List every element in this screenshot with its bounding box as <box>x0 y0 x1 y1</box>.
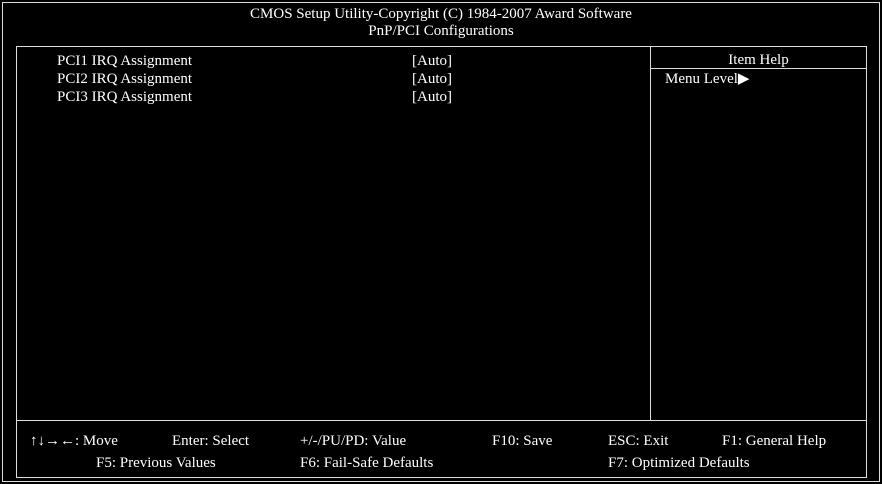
header-title: CMOS Setup Utility-Copyright (C) 1984-20… <box>250 6 632 22</box>
footer-key: F10: Save <box>492 433 553 449</box>
footer-key: F1: General Help <box>722 433 827 449</box>
header-subtitle: PnP/PCI Configurations <box>368 23 514 39</box>
item-label[interactable]: PCI2 IRQ Assignment <box>57 71 193 87</box>
footer-key: Enter: Select <box>172 433 250 449</box>
footer-key: F5: Previous Values <box>96 455 216 471</box>
item-value[interactable]: [Auto] <box>412 53 452 69</box>
item-value[interactable]: [Auto] <box>412 71 452 87</box>
menu-level: Menu Level▶ <box>665 71 750 87</box>
item-label[interactable]: PCI1 IRQ Assignment <box>57 53 193 69</box>
divider <box>650 46 651 421</box>
footer-box <box>16 420 867 478</box>
footer-key: ↑↓→←: Move <box>30 433 118 449</box>
footer-key: +/-/PU/PD: Value <box>300 433 407 449</box>
footer-key: F7: Optimized Defaults <box>608 455 750 471</box>
footer-key: F6: Fail-Safe Defaults <box>300 455 434 471</box>
help-underline <box>650 68 867 69</box>
footer-key: ESC: Exit <box>608 433 669 449</box>
help-title: Item Help <box>728 52 789 68</box>
item-label[interactable]: PCI3 IRQ Assignment <box>57 89 193 105</box>
item-value[interactable]: [Auto] <box>412 89 452 105</box>
